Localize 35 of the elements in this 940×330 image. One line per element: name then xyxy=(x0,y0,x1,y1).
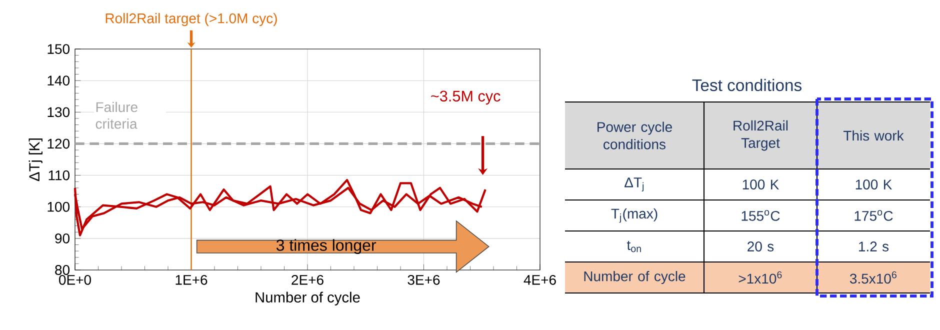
x-tick-label: 2E+6 xyxy=(292,274,324,285)
annotation: ~3.5M cyc xyxy=(431,90,500,105)
text: ΔT$_{j}$ xyxy=(624,178,644,192)
y-tick-label: 80 xyxy=(55,265,70,275)
text: 20 s xyxy=(748,242,774,252)
text: Test conditions xyxy=(692,78,802,92)
text: 100 K xyxy=(856,180,892,190)
ref-line-label: Failure criteria xyxy=(96,102,138,129)
text: 3.5x10$^{6}$ xyxy=(850,271,896,284)
text: Number of cycle xyxy=(584,270,686,284)
text: 100 K xyxy=(742,180,780,190)
y-tick-label: 140 xyxy=(48,76,70,86)
ref-line-label: Roll2Rail target (>1.0M cyc) xyxy=(106,13,277,26)
y-axis-title: ΔTj [K] xyxy=(28,138,42,182)
y-tick-label: 150 xyxy=(48,44,70,54)
y-tick-label: 100 xyxy=(48,202,70,212)
x-tick-label: 4E+6 xyxy=(524,274,556,285)
text: 1.2 s xyxy=(859,242,889,252)
y-tick-label: 110 xyxy=(48,170,70,180)
text: 175$^{o}$C xyxy=(854,210,893,221)
text: Power cycle conditions xyxy=(598,122,672,150)
text: >1x10$^{6}$ xyxy=(738,271,782,284)
text: T$_{j}$(max) xyxy=(611,208,658,223)
y-tick-label: 130 xyxy=(48,107,70,118)
text: t$_{on}$ xyxy=(626,240,641,252)
text: This work xyxy=(843,130,904,141)
annotation: 3 times longer xyxy=(276,239,376,254)
text: Roll2Rail Target xyxy=(734,120,788,151)
x-axis-title: Number of cycle xyxy=(256,292,360,306)
y-tick-label: 90 xyxy=(55,233,70,244)
x-tick-label: 3E+6 xyxy=(408,274,440,285)
y-tick-label: 120 xyxy=(48,138,70,149)
text: 155$^{o}$C xyxy=(742,210,780,221)
x-tick-label: 0E+0 xyxy=(59,274,91,285)
x-tick-label: 1E+6 xyxy=(176,274,208,285)
